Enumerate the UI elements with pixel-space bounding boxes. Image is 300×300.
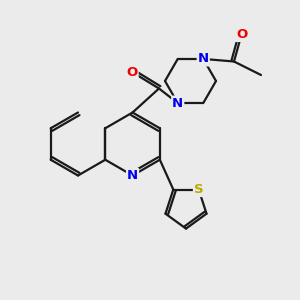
Text: S: S [194, 183, 203, 196]
Text: N: N [172, 97, 183, 110]
Text: O: O [126, 65, 138, 79]
Text: N: N [127, 169, 138, 182]
Text: N: N [198, 52, 209, 65]
Text: O: O [236, 28, 247, 41]
